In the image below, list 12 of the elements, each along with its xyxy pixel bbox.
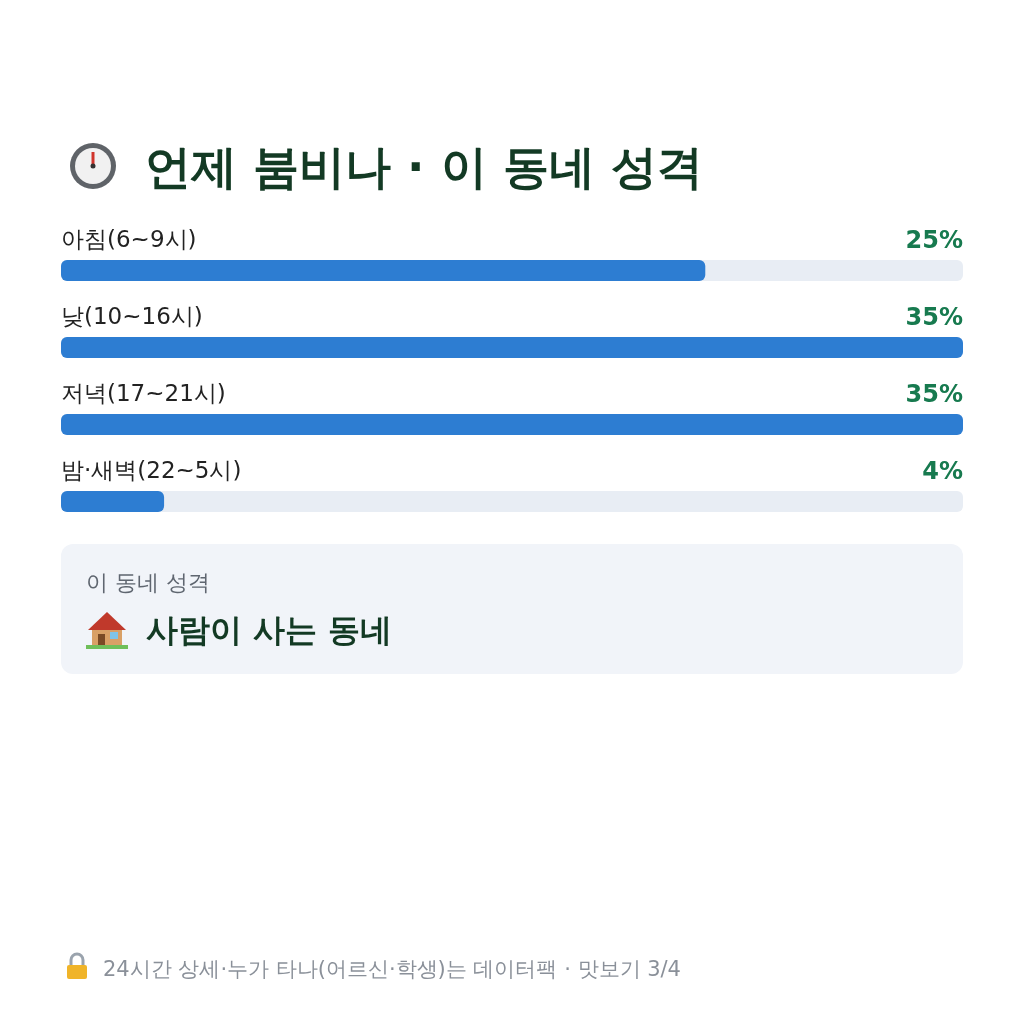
y-tick-label: 낮(10~16시) — [61, 303, 203, 329]
y-tick-label: 밤·새벽(22~5시) — [61, 457, 242, 483]
text: 이 동네 성격 — [86, 570, 210, 595]
chart-title: 언제 붐비나 · 이 동네 성격 — [145, 140, 703, 194]
y-tick-label: 저녁(17~21시) — [61, 380, 226, 406]
data-label: 35% — [905, 303, 963, 331]
text: 24시간 상세·누가 타나(어르신·학생)는 데이터팩 · 맛보기 3/4 — [103, 957, 681, 981]
data-label: 4% — [922, 457, 963, 485]
data-label: 35% — [905, 380, 963, 408]
y-tick-label: 아침(6~9시) — [61, 226, 197, 252]
data-label: 25% — [905, 226, 963, 254]
text: 사람이 사는 동네 — [146, 611, 393, 649]
